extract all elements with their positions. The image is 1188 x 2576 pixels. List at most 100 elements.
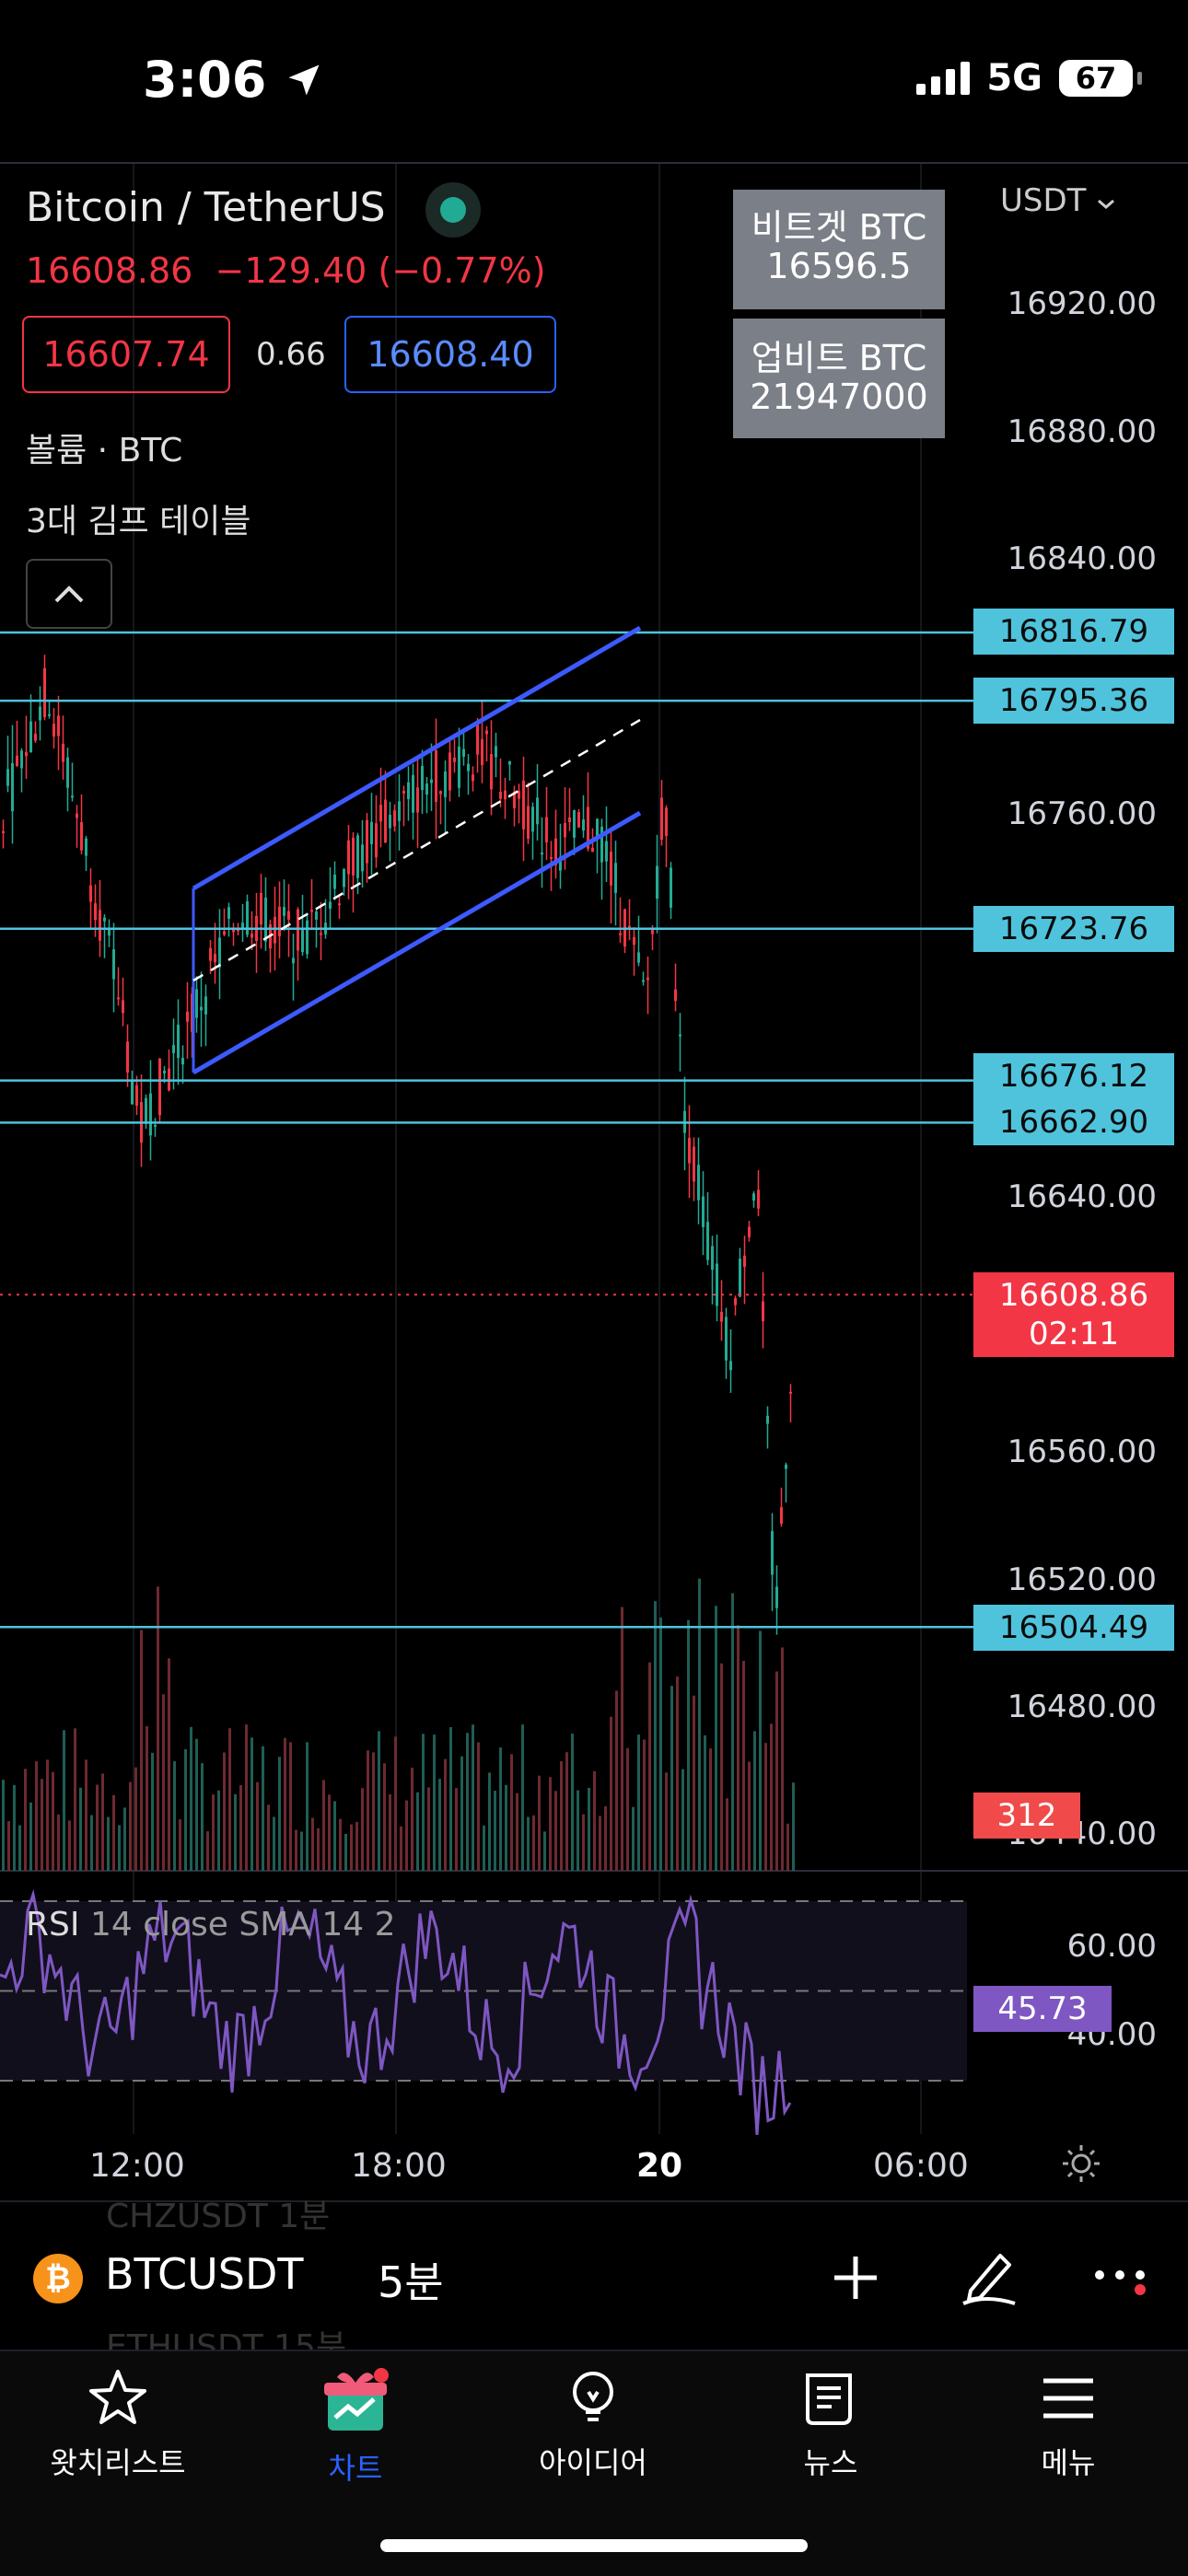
candle-body (518, 791, 520, 799)
candle-body (596, 818, 599, 840)
candle-body (34, 733, 37, 741)
candle-body (472, 774, 474, 782)
price-change: −129.40 (−0.77%) (215, 250, 546, 291)
candle-body (25, 751, 28, 757)
volume-bar (571, 1734, 574, 1871)
rsi-line (0, 1888, 792, 2135)
candle-body (490, 754, 493, 790)
tab-menu[interactable]: 메뉴 (958, 2366, 1179, 2482)
time-tick: 06:00 (873, 2147, 969, 2185)
drawing-pen-icon[interactable] (958, 2243, 1024, 2309)
candle-body (287, 911, 290, 920)
hline-label[interactable]: 16662.90 (973, 1099, 1174, 1145)
volume-bar (41, 1779, 43, 1871)
candle-body (591, 847, 594, 853)
volume-bar (698, 1578, 701, 1871)
volume-bar (378, 1731, 380, 1871)
candle-body (62, 743, 64, 762)
hline-label[interactable]: 16723.76 (973, 906, 1174, 952)
volume-bar (693, 1695, 695, 1871)
candle-body (757, 1189, 760, 1209)
collapse-indicators-button[interactable] (26, 559, 112, 629)
axis-tick: 16920.00 (1007, 285, 1157, 322)
candle-body (573, 810, 576, 838)
volume-bar (383, 1763, 386, 1871)
volume-bar (228, 1728, 231, 1871)
candle-body (181, 1057, 184, 1065)
volume-bar (195, 1738, 198, 1871)
hline-label[interactable]: 16676.12 (973, 1053, 1174, 1099)
chart-settings-icon[interactable] (1059, 2141, 1103, 2186)
volume-bar (742, 1660, 745, 1871)
candle-body (527, 806, 530, 840)
volume-bar (361, 1788, 364, 1871)
candle-body (688, 1137, 691, 1164)
kimp-indicator-label[interactable]: 3대 김프 테이블 (26, 503, 251, 540)
volume-bar (659, 1617, 662, 1871)
candle-body (693, 1146, 695, 1182)
price-chart[interactable] (0, 164, 1188, 2147)
candle-body (614, 863, 617, 893)
volume-bar (278, 1757, 281, 1871)
sell-button[interactable]: 16607.74 (22, 316, 230, 393)
candle-body (582, 819, 585, 831)
volume-bar (400, 1826, 402, 1871)
candle-body (39, 706, 41, 721)
candle-body (352, 837, 355, 876)
volume-bar (427, 1787, 430, 1871)
volume-bar (18, 1825, 21, 1871)
hline-label[interactable]: 16504.49 (973, 1605, 1174, 1651)
more-options-icon[interactable] (1092, 2260, 1151, 2297)
volume-bar (179, 1819, 181, 1871)
candle-body (11, 762, 14, 812)
tab-chart[interactable]: 차트 (245, 2366, 466, 2488)
candle-body (329, 901, 332, 909)
header-divider (0, 162, 1188, 164)
currency-selector[interactable]: USDT (1000, 182, 1116, 219)
volume-bar (234, 1793, 237, 1871)
symbol-ticker[interactable]: BTCUSDT (105, 2249, 304, 2299)
volume-bar (168, 1658, 170, 1871)
hline-label[interactable]: 16816.79 (973, 609, 1174, 655)
volume-indicator-label[interactable]: 볼륨 · BTC (26, 432, 183, 470)
rsi-value-tag: 45.73 (973, 1986, 1112, 2032)
volume-bar (753, 1731, 756, 1871)
tab-news[interactable]: 뉴스 (720, 2366, 941, 2482)
tab-label: 차트 (328, 2451, 383, 2486)
candle-body (444, 772, 447, 797)
add-plus-icon[interactable] (829, 2251, 882, 2304)
volume-bar (79, 1787, 82, 1871)
volume-bar (770, 1723, 773, 1871)
candle-body (402, 791, 405, 794)
volume-bar (648, 1662, 651, 1871)
volume-bar (687, 1619, 690, 1871)
rsi-legend[interactable]: RSI 14 close SMA 14 2 (26, 1906, 396, 1944)
hline-label[interactable]: 16795.36 (973, 678, 1174, 724)
candle-body (610, 852, 612, 886)
volume-bar (549, 1777, 552, 1871)
volume-bar (565, 1752, 568, 1871)
volume-bar (134, 1767, 137, 1871)
volume-bar (300, 1831, 303, 1871)
candle-body (398, 801, 401, 821)
market-open-indicator[interactable] (425, 182, 481, 238)
rsi-params: 14 close SMA 14 2 (89, 1906, 396, 1944)
candle-body (264, 898, 267, 942)
candle-body (651, 928, 654, 934)
volume-bar (355, 1821, 358, 1871)
symbol-title[interactable]: Bitcoin / TetherUS (26, 184, 386, 231)
buy-button[interactable]: 16608.40 (344, 316, 556, 393)
time-tick: 20 (636, 2147, 683, 2185)
candle-body (439, 791, 442, 795)
volume-bar (405, 1800, 408, 1871)
candle-body (246, 901, 249, 935)
tab-watchlist[interactable]: 왓치리스트 (7, 2366, 228, 2482)
symbol-bar-divider (0, 2200, 1188, 2202)
volume-bar (643, 1739, 646, 1871)
candle-body (80, 822, 83, 851)
volume-bar (527, 1816, 530, 1871)
tab-ideas[interactable]: 아이디어 (483, 2366, 704, 2482)
interval-selector[interactable]: 5분 (378, 2257, 444, 2307)
bottom-tab-bar (0, 2350, 1188, 2576)
volume-bar (372, 1752, 375, 1871)
